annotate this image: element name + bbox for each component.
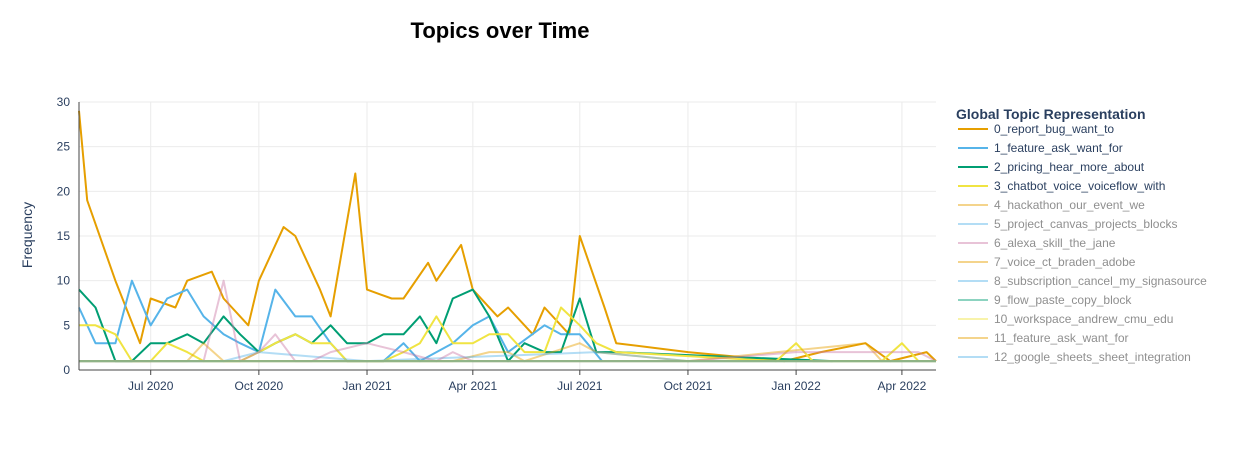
x-tick-label: Jan 2021 [342, 379, 392, 393]
series-line-3 [79, 306, 920, 363]
legend-item-3[interactable]: 3_chatbot_voice_voiceflow_with [958, 179, 1165, 193]
y-tick-label: 10 [57, 274, 71, 288]
x-tick-label: Oct 2021 [664, 379, 713, 393]
legend-item-6[interactable]: 6_alexa_skill_the_jane [958, 236, 1116, 250]
y-tick-label: 30 [57, 95, 71, 109]
legend-item-10[interactable]: 10_workspace_andrew_cmu_edu [958, 312, 1173, 326]
y-tick-label: 5 [63, 318, 70, 332]
legend-item-8[interactable]: 8_subscription_cancel_my_signasource [958, 274, 1207, 288]
x-tick-label: Jul 2020 [128, 379, 174, 393]
legend-label: 2_pricing_hear_more_about [994, 160, 1145, 174]
legend-item-11[interactable]: 11_feature_ask_want_for [958, 331, 1129, 345]
legend-label: 1_feature_ask_want_for [994, 141, 1123, 155]
series-layer [78, 110, 937, 363]
legend-item-1[interactable]: 1_feature_ask_want_for [958, 141, 1123, 155]
y-tick-label: 20 [57, 184, 71, 198]
series-line-5 [79, 351, 936, 363]
legend-title: Global Topic Representation [956, 106, 1146, 122]
legend-label: 9_flow_paste_copy_block [994, 293, 1132, 307]
legend-label: 11_feature_ask_want_for [994, 331, 1129, 345]
legend-label: 10_workspace_andrew_cmu_edu [994, 312, 1173, 326]
legend-item-0[interactable]: 0_report_bug_want_to [958, 122, 1114, 136]
series-line-0 [78, 110, 937, 363]
series-line-4 [79, 342, 936, 363]
series-line-1 [78, 279, 603, 363]
y-tick-label: 25 [57, 140, 71, 154]
legend-label: 0_report_bug_want_to [994, 122, 1114, 136]
legend-item-12[interactable]: 12_google_sheets_sheet_integration [958, 350, 1191, 364]
x-tick-label: Jan 2022 [771, 379, 821, 393]
legend-item-9[interactable]: 9_flow_paste_copy_block [958, 293, 1132, 307]
y-tick-label: 15 [57, 229, 71, 243]
legend-item-5[interactable]: 5_project_canvas_projects_blocks [958, 217, 1177, 231]
legend-label: 8_subscription_cancel_my_signasource [994, 274, 1207, 288]
x-tick-label: Jul 2021 [557, 379, 603, 393]
legend-label: 4_hackathon_our_event_we [994, 198, 1145, 212]
legend-label: 6_alexa_skill_the_jane [994, 236, 1116, 250]
legend-label: 5_project_canvas_projects_blocks [994, 217, 1177, 231]
x-tick-label: Apr 2021 [448, 379, 497, 393]
y-axis-title: Frequency [19, 202, 35, 268]
chart-title: Topics over Time [411, 18, 590, 43]
y-tick-label: 0 [63, 363, 70, 377]
grid-layer [79, 101, 936, 371]
series-line-2 [78, 288, 833, 363]
series-line-6 [79, 279, 937, 363]
legend-item-7[interactable]: 7_voice_ct_braden_adobe [958, 255, 1136, 269]
legend-item-4[interactable]: 4_hackathon_our_event_we [958, 198, 1145, 212]
legend-label: 12_google_sheets_sheet_integration [994, 350, 1191, 364]
x-tick-label: Apr 2022 [878, 379, 927, 393]
legend-label: 7_voice_ct_braden_adobe [994, 255, 1136, 269]
axis-layer: 0 5 10 15 20 25 30 Jul 2020 Oct 2020 Jan 2021 Apr … [57, 95, 936, 393]
x-tick-label: Oct 2020 [235, 379, 284, 393]
legend-item-2[interactable]: 2_pricing_hear_more_about [958, 160, 1145, 174]
legend-label: 3_chatbot_voice_voiceflow_with [994, 179, 1165, 193]
legend[interactable]: 0_report_bug_want_to 1_feature_ask_want_f… [958, 122, 1207, 364]
